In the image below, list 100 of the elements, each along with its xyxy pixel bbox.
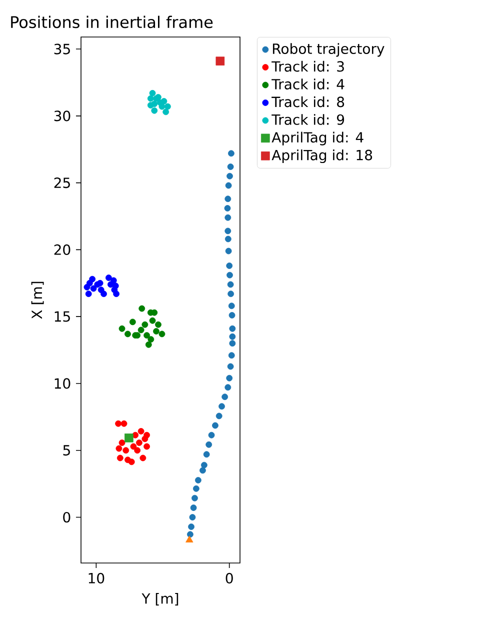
point [149,90,156,96]
point [228,302,235,310]
point [224,196,232,202]
point [229,333,236,340]
point [212,422,218,429]
point [130,443,137,450]
point [186,531,194,538]
point [228,352,235,359]
y-tick-label: 25 [54,178,70,188]
point [206,441,212,448]
point [160,98,168,104]
point [120,420,128,427]
y-tick-label: 0 [63,512,70,523]
point [190,504,197,511]
point [118,325,126,332]
point [158,330,166,338]
point [226,262,233,269]
x-axis-title: Y [m] [142,592,178,606]
point [124,456,131,464]
point [158,103,166,110]
point [155,321,162,328]
point [116,445,122,452]
point [224,214,232,221]
point [192,494,198,502]
point [208,432,215,438]
point [134,447,141,454]
point [225,182,232,189]
point [144,443,150,450]
point [144,432,150,438]
y-tick-label: 5 [63,445,70,456]
point [90,285,97,292]
legend-label: Track id: 8 [272,96,344,108]
y-tick-label: 20 [54,244,70,255]
point [226,172,233,180]
point [129,318,136,326]
point [228,290,234,298]
point [138,326,144,334]
point [118,440,126,446]
point [96,280,104,286]
point [222,394,228,400]
point [132,432,139,438]
point [116,454,124,462]
point [200,462,208,468]
point [162,108,170,116]
point [227,363,234,370]
point [86,280,93,286]
y-tick-label: 15 [54,311,70,322]
point [228,312,236,318]
point [138,428,144,434]
point [224,384,232,391]
point [224,236,232,242]
point [100,290,107,298]
point [110,277,117,284]
point [164,103,171,110]
y-axis-title: X [m] [31,282,44,319]
point [151,107,158,114]
point [112,282,119,290]
legend-label: Track id: 3 [272,60,344,72]
point [153,328,160,334]
point [225,248,232,254]
legend-label: Track id: 9 [272,114,344,125]
point [115,420,122,427]
y-tick-label: 35 [54,44,70,54]
point [200,467,206,474]
legend-label: AprilTag id: 4 [272,132,364,146]
point [189,514,196,520]
point [151,309,158,316]
point [186,536,194,542]
point [226,272,233,278]
point [194,476,202,484]
point [224,228,232,234]
point [113,290,120,298]
point [218,403,225,410]
point [140,454,146,462]
point [227,164,234,170]
point [229,340,236,347]
point [224,205,231,212]
point [228,150,234,157]
legend-label: AprilTag id: 18 [272,150,372,164]
chart-title: Positions in inertial frame [11,16,213,28]
legend-label: Robot trajectory [272,43,384,57]
point [142,321,148,328]
point [216,56,225,66]
legend-label: Track id: 4 [272,78,344,90]
point [149,317,156,324]
point [226,374,233,382]
point [216,412,222,420]
point [144,332,150,339]
point [227,281,234,288]
point [229,325,236,332]
point [188,524,194,530]
point [145,341,152,348]
point [124,434,134,442]
point [147,95,154,102]
point [124,330,131,338]
y-tick-label: 30 [54,110,70,122]
point [122,447,130,454]
y-tick-label: 10 [54,378,70,389]
point [203,451,210,458]
point [138,305,146,312]
